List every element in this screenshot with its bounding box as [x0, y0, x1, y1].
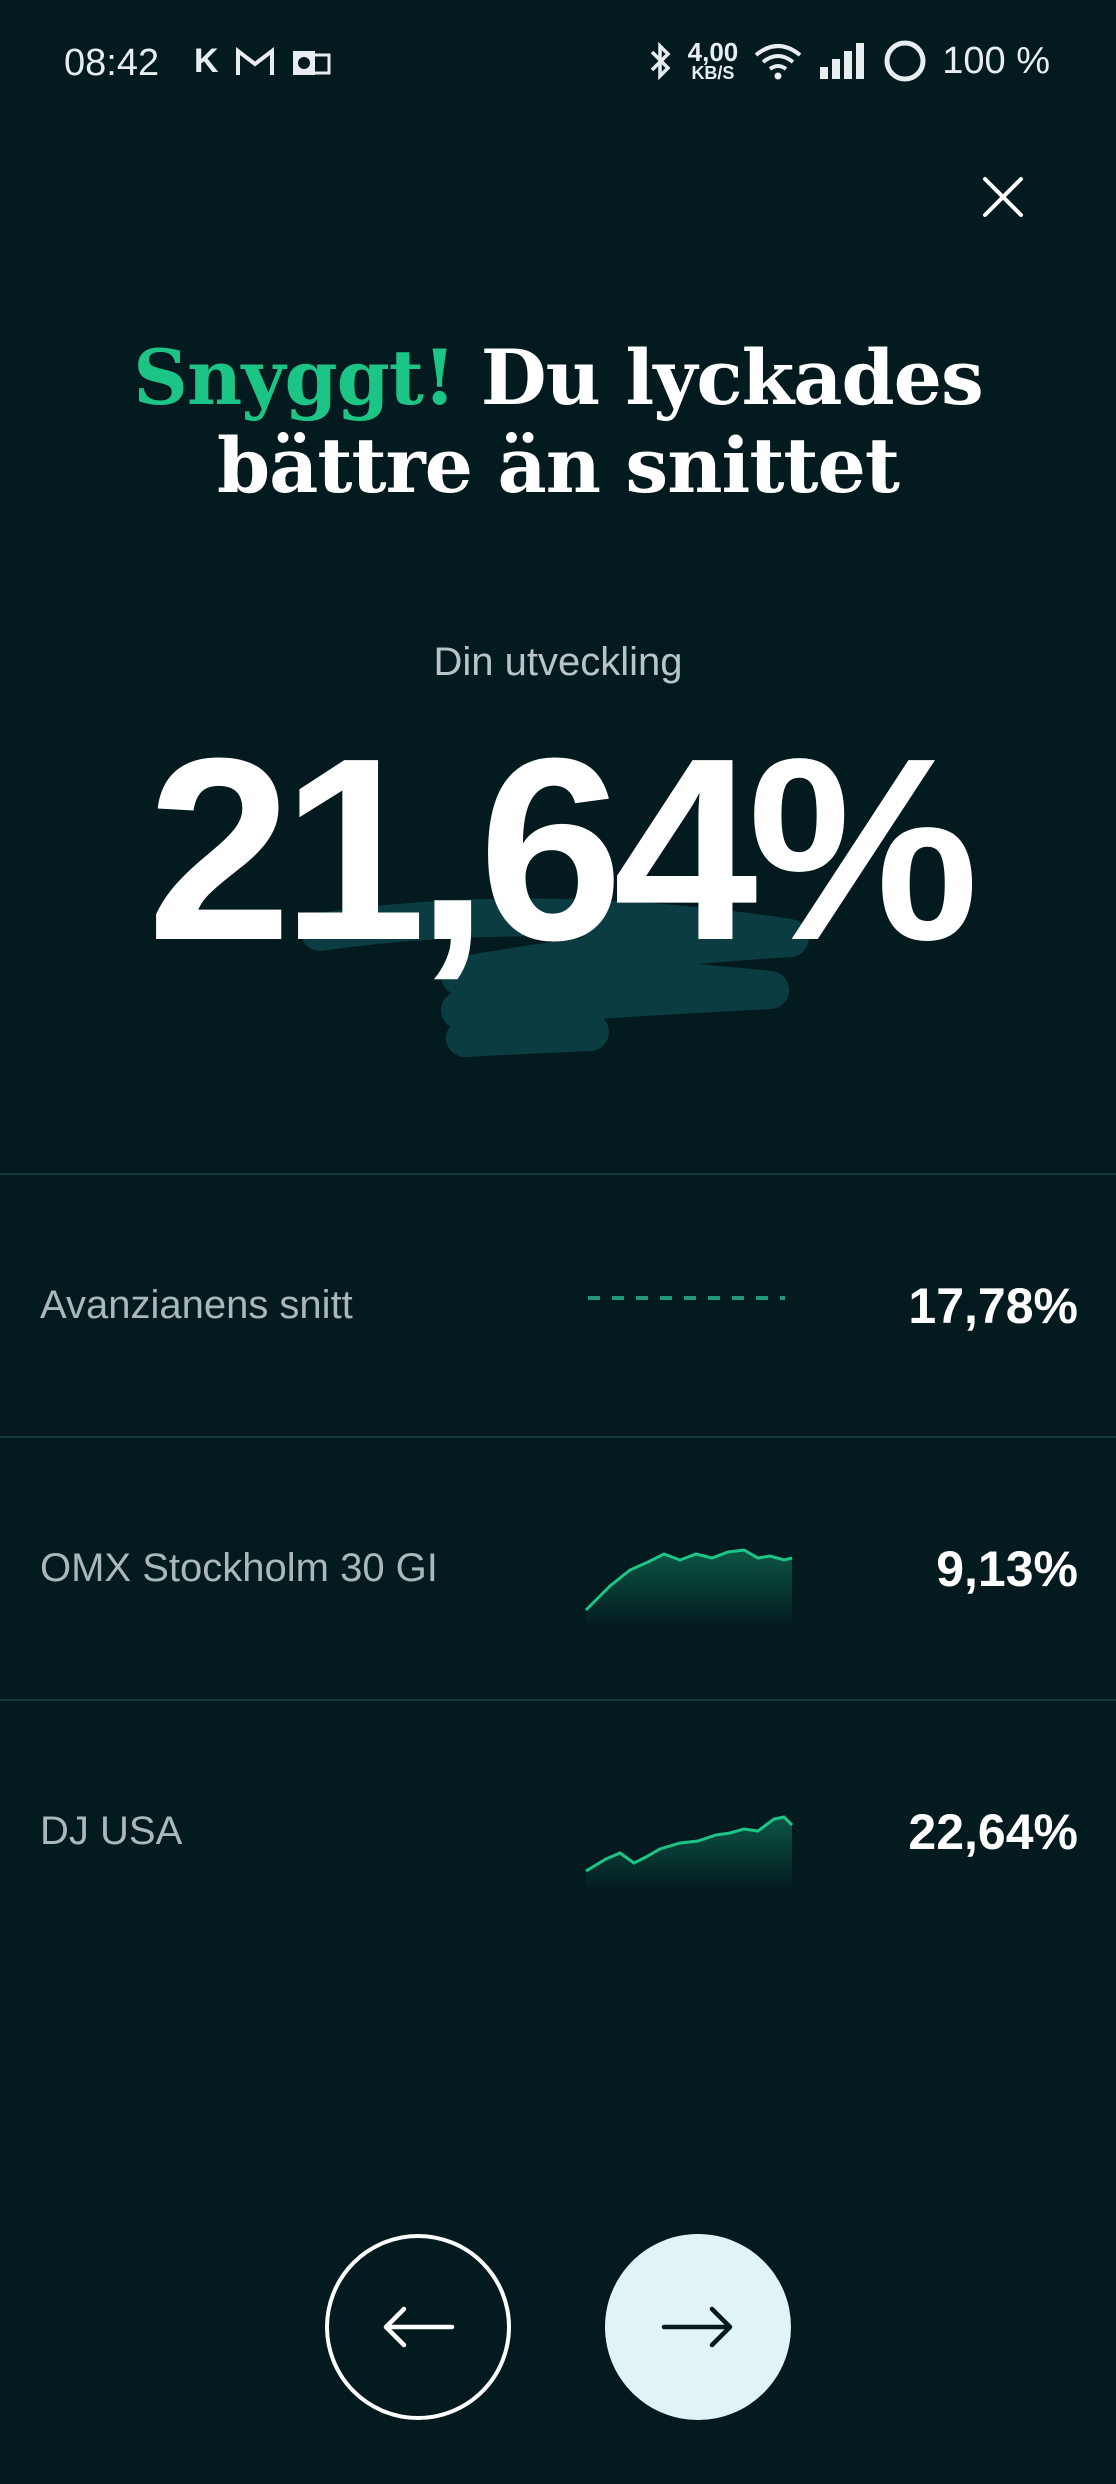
back-button[interactable] — [325, 2234, 511, 2420]
close-icon — [983, 177, 1023, 217]
signal-icon — [820, 43, 865, 79]
djusa-sparkline — [585, 1815, 794, 1891]
comparison-value: 9,13% — [936, 1541, 1078, 1597]
notification-icons: K — [194, 42, 331, 81]
outlook-icon — [292, 50, 331, 75]
arrow-right-icon — [661, 2306, 733, 2348]
network-speed: 4,00 KB/S — [687, 37, 739, 83]
comparison-row-djusa: DJ USA 22,64% — [0, 1701, 1116, 1963]
headline-line2: bättre än snittet — [217, 421, 900, 510]
comparison-label: Avanzianens snitt — [40, 1283, 353, 1327]
battery-ring-icon — [884, 40, 926, 82]
gmail-icon — [235, 46, 274, 75]
wifi-icon — [754, 44, 802, 80]
arrow-left-icon — [383, 2306, 455, 2348]
headline-line1: Snyggt! Du lyckades — [0, 334, 1116, 422]
headline: Snyggt! Du lyckades bättre än snittet — [0, 334, 1116, 510]
comparison-value: 17,78% — [908, 1278, 1078, 1334]
comparison-label: DJ USA — [40, 1809, 183, 1853]
comparison-value: 22,64% — [908, 1804, 1078, 1860]
bluetooth-icon — [650, 41, 671, 81]
headline-accent: Snyggt! — [133, 333, 456, 422]
omx-sparkline — [584, 1548, 793, 1628]
app-k-icon: K — [194, 42, 219, 80]
divider — [0, 1173, 1116, 1175]
status-bar: 08:42 K 4,00 KB/S — [0, 0, 1116, 130]
scribble-decoration — [301, 898, 809, 1057]
comparison-label: OMX Stockholm 30 GI — [40, 1546, 438, 1590]
average-dashed-line — [588, 1296, 785, 1300]
comparison-row-avanza: Avanzianens snitt 17,78% — [0, 1175, 1116, 1437]
performance-value: 21,64% — [147, 705, 979, 995]
comparison-row-omx: OMX Stockholm 30 GI 9,13% — [0, 1438, 1116, 1700]
close-button[interactable] — [968, 162, 1038, 232]
status-time: 08:42 — [64, 42, 160, 84]
divider — [0, 1436, 1116, 1438]
system-icons: 4,00 KB/S 100 % — [648, 38, 1050, 84]
summary-label: Din utveckling — [433, 640, 683, 684]
divider — [0, 1699, 1116, 1701]
headline-rest: Du lyckades — [480, 333, 984, 422]
battery-level: 100 % — [942, 39, 1050, 82]
next-button[interactable] — [605, 2234, 791, 2420]
